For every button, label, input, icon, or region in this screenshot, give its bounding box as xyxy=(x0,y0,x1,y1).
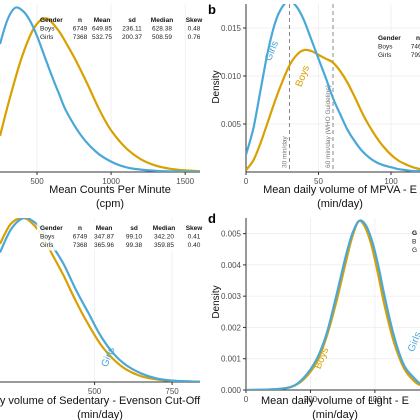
x-tick-label: 500 xyxy=(88,387,102,396)
plot-area-a: 500 1000 1500 Gender n Mean sd Median Skew Boys 67… xyxy=(0,4,203,186)
stats-table-cell: 0.41 xyxy=(188,234,201,241)
y-tick-label: 0.004 xyxy=(221,261,242,270)
x-tick-label: 200 xyxy=(304,395,318,404)
panel-c-xlabel-line2: (min/day) xyxy=(77,409,123,420)
y-tick-label: 0.005 xyxy=(221,230,242,239)
panel-d: d Density 0 200 400 0.000 0.001 0.002 0.003 0.0… xyxy=(208,211,420,420)
stats-table-cell: Boys xyxy=(40,26,55,33)
panel-d-ylabel: Density xyxy=(211,285,222,318)
panel-d-xlabel-line2: (min/day) xyxy=(312,409,358,420)
panel-b-xlabel-line2: (min/day) xyxy=(317,198,363,210)
stats-table-cell: 365.96 xyxy=(94,242,114,249)
stats-table-header: Median xyxy=(151,17,173,24)
stats-table-header: n xyxy=(78,225,82,232)
stats-table-cell: 6749 xyxy=(73,26,88,33)
stats-table-cell: 649.85 xyxy=(92,26,112,33)
series-line-girls xyxy=(0,218,200,382)
y-tick-label: 0.010 xyxy=(221,72,242,81)
panel-d-letter: d xyxy=(208,211,216,226)
panel-a: 500 1000 1500 Gender n Mean sd Median Skew Boys 67… xyxy=(0,4,203,210)
panel-d-xlabel-line1: Mean daily volume of Light - E xyxy=(261,395,409,407)
series-label-girls: Girls xyxy=(263,40,281,63)
series-line-boys xyxy=(246,48,420,171)
series-label-girls: Girls xyxy=(406,330,420,353)
stats-table-cell: Girls xyxy=(378,52,392,59)
panel-a-xlabel-line1: Mean Counts Per Minute xyxy=(49,184,171,196)
series-line-girls xyxy=(246,219,420,390)
series-line-boys xyxy=(0,17,200,172)
stats-table-cell: 0.48 xyxy=(188,26,201,33)
stats-table-cell: 236.11 xyxy=(122,26,142,33)
plot-area-b: 0 50 100 0.005 0.010 0.015 30 min/day 60 min/da… xyxy=(221,4,420,186)
stats-table-cell: 7463 xyxy=(411,44,420,51)
panel-b-ylabel: Density xyxy=(211,70,222,103)
stats-table-header: sd xyxy=(128,17,136,24)
stats-table-cell: 347.87 xyxy=(94,234,114,241)
panel-b-xlabel-line1: Mean daily volume of MPVA - E xyxy=(263,184,417,196)
stats-table-cell: B xyxy=(412,239,416,246)
stats-table-cell: Girls xyxy=(40,242,54,249)
stats-table-cell: 200.37 xyxy=(122,34,142,41)
stats-table-header: Gender xyxy=(40,225,63,232)
stats-table-header: n xyxy=(416,35,420,42)
x-tick-label: 1000 xyxy=(102,177,120,186)
series-line-girls xyxy=(0,6,200,172)
stats-table-cell: 0.76 xyxy=(188,34,201,41)
stats-table-cell: 99.38 xyxy=(126,242,143,249)
x-tick-label: 0 xyxy=(244,395,249,404)
panel-b: b Density 0 50 100 0.005 0.010 0.015 30 min/da… xyxy=(208,2,420,210)
stats-table-header: Gender xyxy=(378,35,401,42)
panel-c: 500 750 Girls Gender n Mean sd Median Skew Boys 67… xyxy=(0,218,221,420)
stats-table-cell: Girls xyxy=(40,34,54,41)
stats-table-cell: 0.40 xyxy=(188,242,201,249)
x-tick-label: 50 xyxy=(314,177,323,186)
stats-table-cell: Boys xyxy=(378,44,393,51)
stats-table-cell: 6749 xyxy=(73,234,88,241)
reference-line-label: 30 min/day xyxy=(282,135,289,168)
panel-a-xlabel-line2: (cpm) xyxy=(96,198,124,210)
series-label-girls: Girls xyxy=(100,346,118,369)
stats-table-header: Skew xyxy=(186,225,204,232)
series-line-girls xyxy=(246,4,420,172)
stats-table-header: Mean xyxy=(96,225,113,232)
stats-table-header: Median xyxy=(153,225,175,232)
plot-area-c: 500 750 Girls Gender n Mean sd Median Skew Boys 67… xyxy=(0,218,221,396)
stats-table-header: G xyxy=(412,230,417,237)
stats-table-cell: 342.20 xyxy=(154,234,174,241)
stats-table-cell: 532.75 xyxy=(92,34,112,41)
stats-table-cell: 359.85 xyxy=(154,242,174,249)
stats-table-cell: G xyxy=(412,247,417,254)
stats-table-cell: 7368 xyxy=(73,242,88,249)
reference-line-label: 60 min/day (WHO Guideline) xyxy=(325,85,332,168)
y-tick-label: 0.003 xyxy=(221,292,242,301)
x-tick-label: 750 xyxy=(165,387,179,396)
stats-table-header: Skew xyxy=(186,17,204,24)
plot-area-d: 0 200 4000.0000.0010.0020.0030.0040.005Boy… xyxy=(221,218,420,404)
stats-table-cell: Boys xyxy=(40,234,55,241)
x-tick-label: 0 xyxy=(244,177,249,186)
stats-table-header: sd xyxy=(130,225,138,232)
y-tick-label: 0.001 xyxy=(221,355,242,364)
y-tick-label: 0.000 xyxy=(221,386,242,395)
stats-table-bg xyxy=(375,31,420,61)
panel-c-xlabel-line1: y volume of Sedentary - Evenson Cut-Off xyxy=(0,395,201,407)
stats-table-cell: 628.38 xyxy=(152,26,172,33)
stats-table-cell: 99.10 xyxy=(126,234,143,241)
stats-table-cell: 508.59 xyxy=(152,34,172,41)
stats-table-cell: 7998 xyxy=(411,52,420,59)
x-tick-label: 400 xyxy=(368,395,382,404)
x-tick-label: 1500 xyxy=(176,177,194,186)
stats-table-bg xyxy=(37,221,221,251)
x-tick-label: 100 xyxy=(384,177,398,186)
y-tick-label: 0.015 xyxy=(221,24,242,33)
stats-table-header: Gender xyxy=(40,17,63,24)
stats-table-header: n xyxy=(78,17,82,24)
stats-table-header: Mean xyxy=(94,17,111,24)
stats-table-cell: 7368 xyxy=(73,34,88,41)
x-tick-label: 500 xyxy=(30,177,44,186)
y-tick-label: 0.002 xyxy=(221,323,242,332)
y-tick-label: 0.005 xyxy=(221,120,242,129)
panel-b-letter: b xyxy=(208,2,216,17)
